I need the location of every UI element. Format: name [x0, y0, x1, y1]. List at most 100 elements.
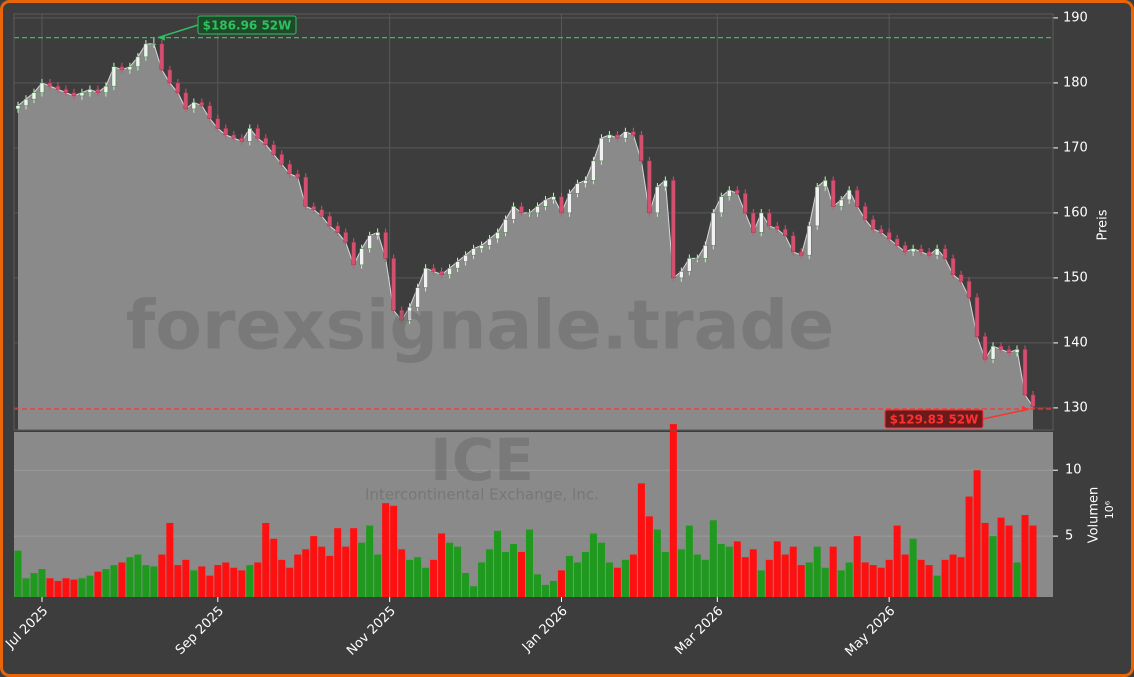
y-tick-label: 160 [1063, 205, 1088, 220]
candle-body [599, 137, 604, 162]
volume-bar [981, 522, 989, 597]
candle-body [263, 137, 269, 145]
volume-bar [438, 533, 446, 597]
volume-bar [454, 546, 462, 597]
volume-bar [677, 549, 685, 597]
y-axis-label: Preis [1096, 209, 1111, 240]
candle-body [151, 43, 157, 46]
candle-body [159, 43, 165, 71]
volume-bar [685, 525, 693, 597]
candle-body [335, 225, 340, 233]
volume-unit: 10⁶ [1103, 500, 1116, 519]
candle-body [479, 245, 484, 249]
candle-body [623, 131, 628, 139]
candle-body [463, 254, 468, 262]
candle-body [543, 199, 548, 207]
y-tick-label: 150 [1063, 270, 1088, 285]
volume-bar [126, 557, 134, 597]
candle-body [822, 180, 828, 188]
candle-body [503, 219, 508, 233]
candle-body [31, 92, 37, 100]
volume-bar [973, 470, 981, 597]
volume-bar [789, 546, 797, 597]
candle-body [15, 105, 21, 110]
candle-body [167, 69, 173, 84]
candle-body [934, 248, 940, 256]
volume-bar [94, 571, 102, 597]
volume-bar [358, 542, 366, 597]
volume-bar [741, 557, 749, 597]
volume-bar [198, 566, 206, 597]
candle-body [663, 180, 668, 188]
candle-body [990, 345, 996, 360]
volume-bar [446, 542, 454, 597]
candle-body [439, 271, 444, 275]
volume-bar [302, 549, 310, 597]
candle-body [279, 154, 284, 165]
candle-body [367, 235, 372, 249]
volume-bar [230, 567, 238, 597]
candle-body [247, 128, 253, 142]
candle-body [375, 232, 380, 236]
candle-body [231, 134, 237, 139]
candle-body [838, 199, 844, 207]
volume-bar [382, 503, 390, 597]
volume-bar [781, 554, 789, 597]
volume-bar [621, 559, 629, 597]
candle-body [655, 186, 660, 214]
volume-bar [797, 565, 805, 597]
volume-bar [110, 565, 118, 597]
volume-bar [813, 546, 821, 597]
volume-bar [518, 551, 526, 597]
volume-bar [829, 546, 837, 597]
y-tick-label: 140 [1063, 335, 1088, 350]
annotation-arrow [982, 408, 1030, 420]
candle-body [806, 225, 812, 256]
y-tick-label: 190 [1063, 10, 1088, 25]
candle-body [830, 180, 836, 207]
volume-bar [965, 496, 973, 597]
candle-body [575, 183, 580, 194]
candle-body [255, 128, 261, 139]
volume-bar [254, 562, 262, 597]
annotation-label: $129.83 52W [890, 413, 979, 427]
volume-bar [645, 516, 653, 597]
volume-bar [1021, 515, 1029, 597]
volume-bar [526, 529, 534, 597]
candle-body [271, 144, 276, 155]
arrow-head [157, 34, 165, 41]
candle-body [55, 85, 61, 90]
volume-bar [533, 574, 541, 597]
candle-body [1022, 349, 1028, 396]
candle-body [79, 92, 85, 97]
candle-body [982, 336, 988, 360]
volume-bar [350, 528, 358, 597]
candle-body [998, 345, 1004, 350]
candle-body [1030, 394, 1036, 407]
volume-bar [573, 562, 581, 597]
candle-body [39, 82, 45, 93]
volume-bar [390, 505, 398, 597]
volume-bar [853, 536, 861, 597]
candle-body [974, 297, 980, 337]
candle-body [647, 160, 652, 214]
price-area [17, 43, 1034, 431]
candle-body [415, 287, 420, 308]
volume-bar [422, 567, 430, 597]
volume-bar [605, 562, 613, 597]
candle-body [1006, 349, 1012, 353]
candle-body [862, 206, 868, 220]
candle-body [47, 82, 53, 87]
candle-body [870, 219, 876, 230]
volume-bar [597, 542, 605, 597]
candle-body [942, 248, 948, 259]
candle-body [343, 232, 348, 243]
candle-body [783, 228, 788, 236]
candle-body [199, 102, 205, 106]
candle-body [223, 128, 229, 136]
candle-body [127, 66, 133, 71]
candle-body [23, 98, 29, 106]
watermark-ticker: ICE [430, 426, 534, 494]
volume-bar [182, 559, 190, 597]
volume-bar [494, 530, 502, 597]
